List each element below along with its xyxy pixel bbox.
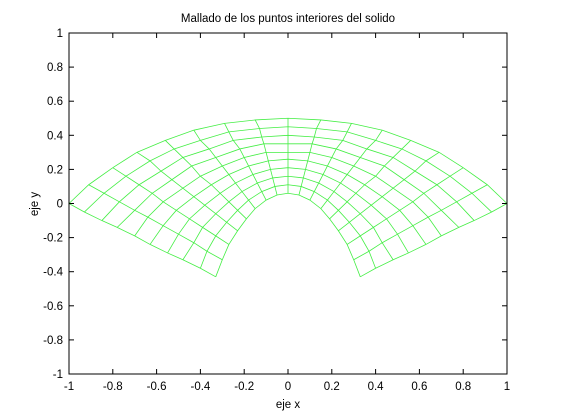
y-tick-label: -1 — [53, 369, 63, 381]
y-tick-label: -0.2 — [43, 233, 63, 245]
mesh-radial — [88, 184, 223, 261]
mesh-radial — [360, 203, 508, 278]
chart-title: Mallado de los puntos interiores del sol… — [181, 13, 395, 25]
x-tick-label: 0.6 — [411, 381, 427, 393]
mesh-radial — [338, 152, 440, 232]
mesh-radial — [193, 129, 256, 209]
mesh-radial — [309, 123, 352, 201]
x-tick-label: 0.4 — [368, 381, 385, 393]
x-tick-label: 1 — [504, 381, 510, 393]
mesh-radial — [224, 123, 267, 201]
mesh-radial — [298, 119, 322, 196]
mesh-radial — [346, 167, 464, 245]
y-tick-label: -0.6 — [43, 301, 63, 313]
y-tick-label: 0.4 — [47, 130, 64, 142]
x-tick-label: -0.4 — [190, 381, 210, 393]
mesh-radial — [329, 140, 411, 220]
y-tick-label: 1 — [57, 28, 63, 40]
y-tick-label: 0.6 — [47, 96, 63, 108]
mesh — [68, 117, 508, 278]
x-tick-label: 0 — [285, 381, 291, 393]
y-tick-label: -0.8 — [43, 335, 63, 347]
y-tick-label: -0.4 — [43, 267, 63, 279]
mesh-radial — [112, 167, 230, 245]
mesh-radial — [353, 184, 488, 261]
mesh-radial — [136, 152, 238, 232]
x-tick-label: -0.8 — [103, 381, 123, 393]
x-tick-label: -0.6 — [147, 381, 167, 393]
y-tick-label: 0.8 — [47, 62, 63, 74]
x-tick-label: 0.2 — [324, 381, 340, 393]
y-tick-label: 0.2 — [47, 164, 63, 176]
mesh-radial — [68, 203, 216, 278]
mesh-radial — [165, 140, 247, 220]
y-axis-label: eje y — [29, 192, 41, 217]
mesh-radial — [320, 129, 383, 209]
x-axis-label: eje x — [276, 399, 301, 411]
x-tick-label: -0.2 — [234, 381, 254, 393]
x-tick-label: -1 — [64, 381, 74, 393]
mesh-radial — [254, 119, 278, 196]
y-tick-label: 0 — [57, 199, 63, 211]
x-tick-label: 0.8 — [455, 381, 471, 393]
